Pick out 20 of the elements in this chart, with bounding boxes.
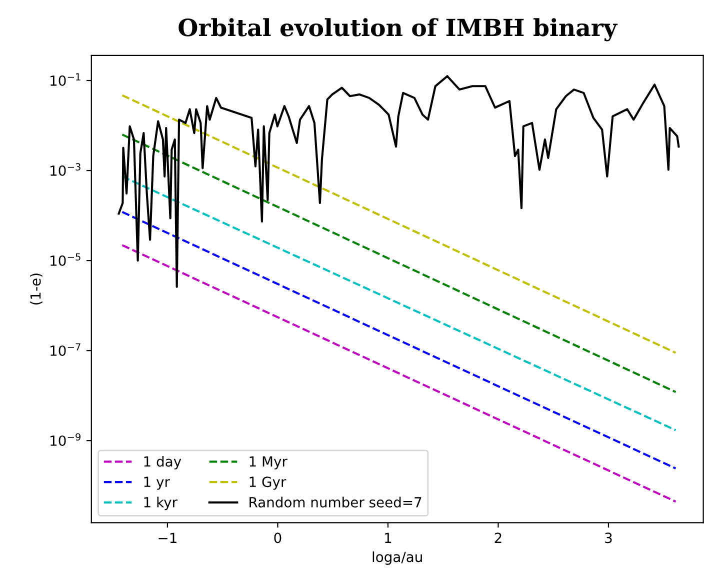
legend-label: 1 Myr — [250, 456, 288, 470]
x-tick-label: 2 — [494, 532, 502, 543]
y-tick-label: 10$^{−5}$ — [50, 253, 80, 266]
chart-title: Orbital evolution of IMBH binary — [178, 18, 618, 42]
legend-label: 1 yr — [144, 476, 170, 490]
x-tick-label: 1 — [385, 532, 392, 543]
x-axis-title: loga/au — [372, 551, 422, 565]
y-tick-label: 10$^{−9}$ — [50, 433, 80, 446]
y-tick-label: 10$^{−1}$ — [50, 73, 80, 86]
x-tick-label: −1 — [158, 532, 176, 543]
x-tick-label: 3 — [605, 532, 612, 544]
y-tick-label: 10$^{−3}$ — [50, 163, 80, 176]
line-series — [118, 75, 680, 288]
x-tick-label: 0 — [274, 532, 282, 544]
y-axis-title: (1-e) — [30, 274, 42, 304]
legend-label: 1 Gyr — [250, 476, 286, 490]
legend-label: 1 day — [144, 456, 182, 470]
legend-label: Random number seed=7 — [250, 496, 422, 508]
y-tick-label: 10$^{−7}$ — [50, 343, 80, 356]
legend-label: 1 kyr — [144, 496, 178, 510]
